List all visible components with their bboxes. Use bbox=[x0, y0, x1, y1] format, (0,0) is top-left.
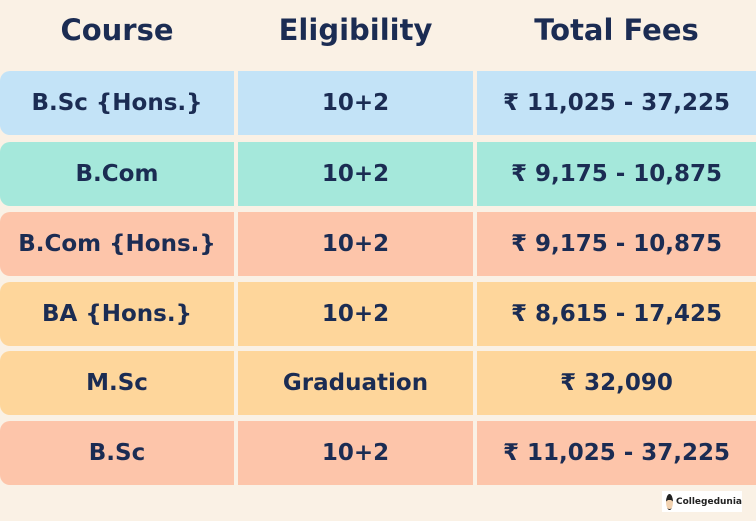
header-eligibility: Eligibility bbox=[278, 13, 433, 47]
cell-fees: ₹ 11,025 - 37,225 bbox=[477, 421, 756, 485]
cell-fees: ₹ 8,615 - 17,425 bbox=[477, 282, 756, 346]
cell-course: B.Sc {Hons.} bbox=[0, 71, 234, 135]
header-course: Course bbox=[60, 13, 174, 47]
cell-eligibility: 10+2 bbox=[238, 421, 473, 485]
cell-eligibility: 10+2 bbox=[238, 71, 473, 135]
cell-fees: ₹ 11,025 - 37,225 bbox=[477, 71, 756, 135]
cell-eligibility: 10+2 bbox=[238, 212, 473, 276]
cell-fees: ₹ 32,090 bbox=[477, 351, 756, 415]
cell-course: BA {Hons.} bbox=[0, 282, 234, 346]
header-total-fees: Total Fees bbox=[534, 13, 699, 47]
cell-course: M.Sc bbox=[0, 351, 234, 415]
cell-fees: ₹ 9,175 - 10,875 bbox=[477, 142, 756, 206]
logo-icon bbox=[666, 493, 673, 510]
cell-eligibility: Graduation bbox=[238, 351, 473, 415]
logo-text: Collegedunia bbox=[675, 496, 742, 507]
cell-eligibility: 10+2 bbox=[238, 282, 473, 346]
cell-course: B.Sc bbox=[0, 421, 234, 485]
cell-course: B.Com bbox=[0, 142, 234, 206]
cell-course: B.Com {Hons.} bbox=[0, 212, 234, 276]
cell-eligibility: 10+2 bbox=[238, 142, 473, 206]
collegedunia-logo: Collegedunia bbox=[662, 491, 742, 512]
cell-fees: ₹ 9,175 - 10,875 bbox=[477, 212, 756, 276]
